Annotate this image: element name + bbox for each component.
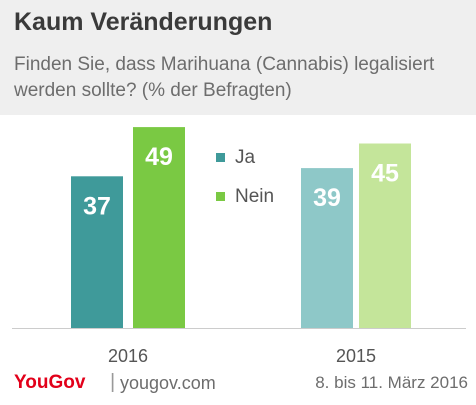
footer-separator: |	[110, 371, 116, 393]
x-tick-label-2015: 2015	[336, 346, 376, 366]
legend-swatch-nein	[216, 192, 225, 201]
survey-date: 8. bis 11. März 2016	[315, 373, 468, 392]
bar-ja-2015	[301, 168, 353, 328]
legend-label-nein: Nein	[235, 186, 274, 207]
footer-url: yougov.com	[120, 373, 216, 393]
bar-chart: 37 49 2016 39 45 2015 Ja Nein	[12, 127, 466, 366]
yougov-logo: YouGov	[14, 372, 86, 393]
data-label-ja-2015: 39	[313, 184, 341, 212]
bar-ja-2016	[71, 176, 123, 328]
data-label-nein-2016: 49	[145, 143, 173, 171]
chart-subtitle: Finden Sie, dass Marihuana (Cannabis) le…	[14, 54, 435, 101]
legend-label-ja: Ja	[235, 147, 256, 168]
chart-title: Kaum Veränderungen	[14, 8, 273, 36]
data-label-nein-2015: 45	[371, 160, 399, 188]
legend-swatch-ja	[216, 153, 225, 162]
header-panel: Kaum Veränderungen Finden Sie, dass Mari…	[0, 0, 476, 115]
data-label-ja-2016: 37	[83, 192, 111, 220]
bar-nein-2015	[359, 143, 411, 328]
x-tick-label-2016: 2016	[108, 346, 148, 366]
bar-nein-2016	[133, 127, 185, 328]
